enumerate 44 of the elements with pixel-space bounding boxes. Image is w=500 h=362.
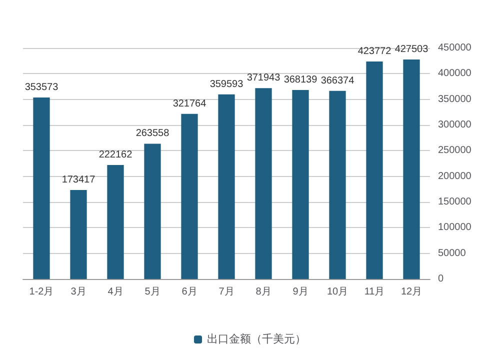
data-label: 423772 — [358, 46, 392, 57]
x-tick-label: 5月 — [144, 286, 160, 298]
bar — [403, 60, 420, 279]
data-label: 427503 — [394, 44, 429, 56]
bar — [329, 90, 346, 279]
data-label: 321764 — [172, 98, 207, 110]
x-tick-label: 9月 — [292, 286, 308, 298]
x-tick-label: 3月 — [70, 286, 86, 298]
bar — [292, 90, 309, 279]
data-label: 366374 — [320, 75, 355, 86]
y-tick-label: 250000 — [438, 145, 472, 156]
data-label: 353573 — [24, 82, 59, 93]
y-tick-label: 200000 — [438, 170, 472, 182]
x-tick-label: 8月 — [256, 286, 272, 298]
x-tick-label: 11月 — [364, 286, 385, 298]
y-tick-label: 0 — [438, 274, 444, 284]
y-tick-label: 150000 — [438, 196, 472, 208]
bar — [107, 164, 124, 279]
y-tick-label: 450000 — [438, 42, 472, 54]
data-label: 359593 — [210, 78, 244, 90]
bar — [144, 144, 161, 279]
bar — [181, 114, 198, 279]
x-tick-label: 7月 — [218, 286, 234, 298]
bar — [255, 88, 272, 279]
x-tick-label: 12月 — [400, 286, 422, 298]
bar — [70, 190, 87, 279]
y-tick-label: 350000 — [438, 94, 472, 105]
y-tick-label: 50000 — [438, 248, 466, 259]
y-tick-label: 100000 — [438, 222, 472, 234]
x-tick-label: 10月 — [326, 286, 348, 298]
data-label: 222162 — [98, 149, 133, 160]
bar — [33, 98, 50, 279]
y-tick-label: 400000 — [438, 68, 472, 80]
y-tick-label: 300000 — [438, 120, 472, 130]
data-label: 368139 — [284, 74, 318, 86]
data-label: 173417 — [62, 174, 96, 186]
bar — [366, 61, 383, 279]
x-tick-label: 6月 — [182, 286, 198, 298]
data-label: 263558 — [136, 128, 170, 140]
data-label: 371943 — [246, 72, 281, 84]
x-tick-label: 4月 — [108, 286, 124, 298]
x-tick-label: 1-2月 — [29, 286, 54, 298]
legend-label: 出口金额（千美元） — [207, 332, 306, 346]
bar — [218, 94, 235, 279]
